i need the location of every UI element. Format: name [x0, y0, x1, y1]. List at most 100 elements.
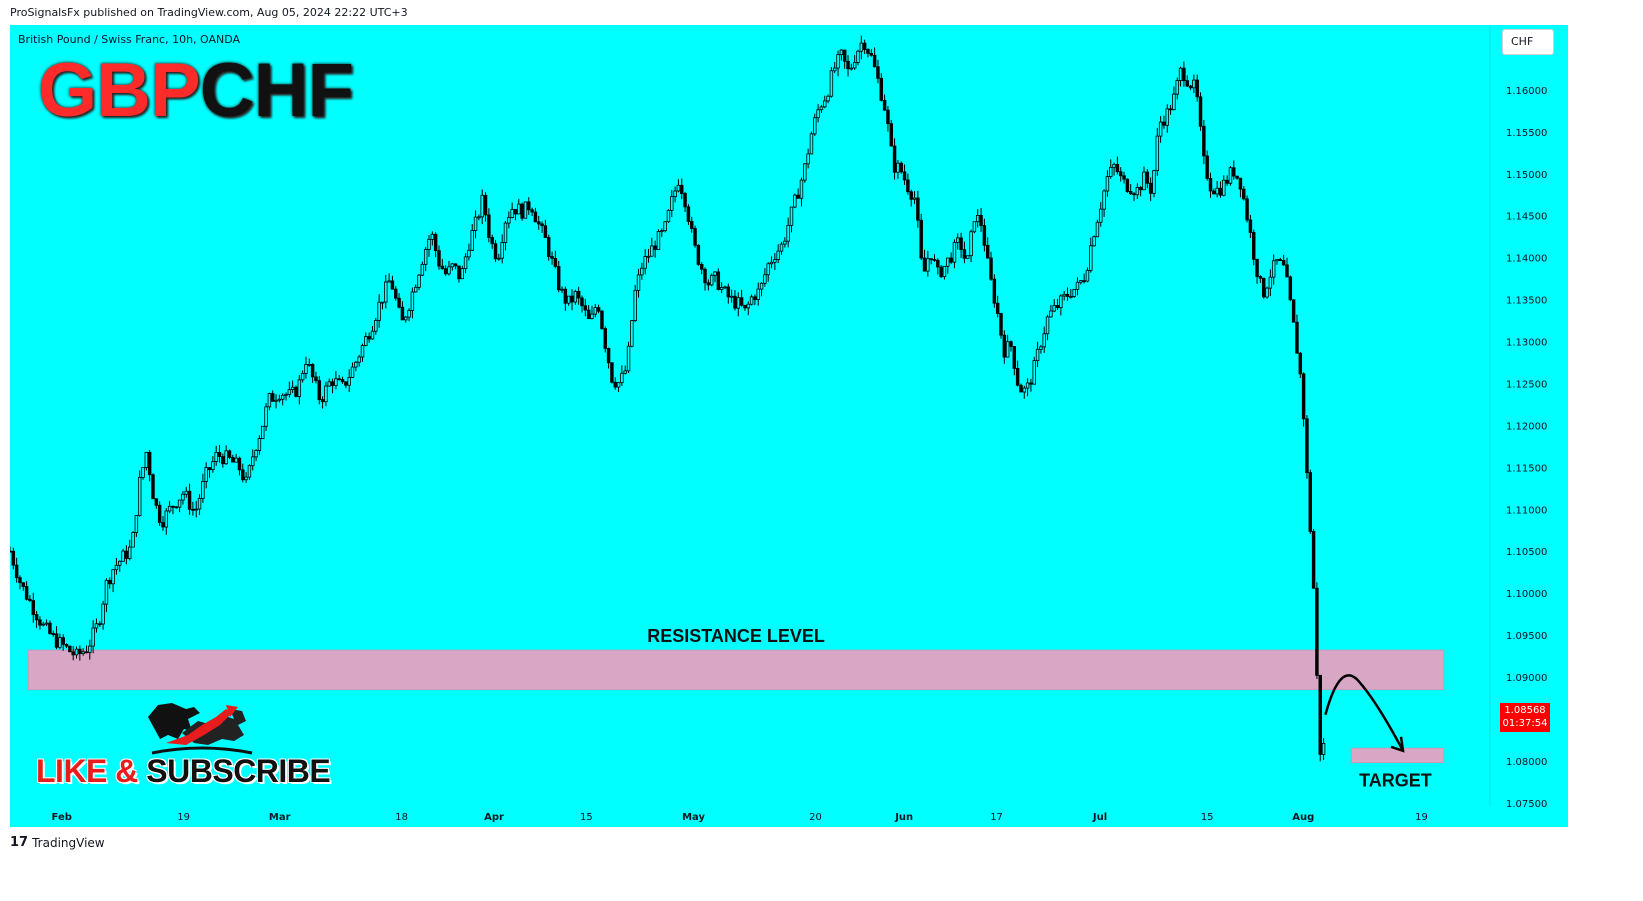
candle-body [796, 194, 800, 199]
candle-body [507, 217, 511, 224]
candle-body [523, 201, 528, 219]
candle-body [573, 291, 578, 303]
candle-body [1138, 187, 1143, 191]
candle-body [244, 476, 248, 481]
candle-body [194, 508, 198, 511]
candle-body [1298, 352, 1303, 375]
candle-body [586, 309, 591, 319]
candle-body [1202, 125, 1206, 157]
y-tick-label: 1.12000 [1506, 421, 1547, 432]
candle-body [756, 288, 760, 300]
candle-body [693, 228, 697, 246]
candle-body [862, 42, 867, 50]
candle-body [733, 295, 737, 309]
candle-body [580, 297, 584, 307]
candle-body [832, 67, 837, 72]
candle-body [264, 406, 268, 427]
candle-body [340, 379, 345, 383]
candle-body [64, 644, 69, 647]
candle-body [1261, 277, 1266, 298]
chart-area[interactable]: RESISTANCE LEVELTARGET1.165001.160001.15… [10, 25, 1568, 827]
candle-body [926, 258, 930, 272]
candle-body [1015, 368, 1020, 386]
candle-body [400, 306, 405, 321]
candle-body [1118, 171, 1123, 177]
candle-body [689, 221, 694, 229]
candle-body [1162, 121, 1166, 126]
candle-body [374, 320, 378, 332]
candle-body [892, 145, 897, 173]
candle-body [1182, 67, 1186, 82]
candle-body [300, 373, 305, 381]
candle-body [74, 648, 79, 656]
candle-body [699, 263, 704, 270]
candle-body [360, 345, 365, 358]
candle-body [114, 564, 119, 571]
candle-body [177, 499, 182, 508]
candle-body [1295, 321, 1299, 354]
candle-body [813, 117, 817, 135]
tradingview-logo-icon: 17 [10, 835, 29, 850]
candle-body [261, 425, 265, 439]
candle-body [1268, 276, 1273, 289]
candle-body [527, 201, 531, 211]
candle-body [1235, 175, 1239, 179]
candle-body [946, 257, 950, 267]
candle-body [793, 194, 797, 208]
candle-body [1288, 276, 1293, 301]
candle-body [766, 263, 770, 276]
candle-body [1205, 155, 1209, 179]
candle-body [214, 451, 218, 463]
candle-body [590, 313, 594, 319]
y-tick-label: 1.13500 [1506, 296, 1547, 307]
candle-body [34, 614, 39, 621]
candle-body [1085, 269, 1090, 282]
candle-body [726, 286, 731, 298]
candle-body [157, 504, 162, 523]
candle-body [746, 303, 750, 309]
candle-body [1192, 79, 1196, 89]
candle-body [906, 179, 910, 193]
projection-arrowhead [1390, 736, 1405, 753]
candle-body [1105, 176, 1110, 192]
candle-body [696, 244, 701, 265]
chart-svg[interactable]: RESISTANCE LEVELTARGET1.165001.160001.15… [10, 25, 1568, 827]
candle-body [231, 456, 235, 463]
publish-info: ProSignalsFx published on TradingView.co… [10, 6, 408, 19]
candle-body [394, 288, 398, 299]
candle-body [197, 497, 202, 510]
candle-body [191, 508, 195, 511]
candle-body [1082, 280, 1086, 283]
candle-body [576, 291, 581, 299]
candle-body [560, 288, 564, 291]
candle-body [1188, 85, 1193, 89]
candle-body [849, 67, 854, 70]
x-tick-label: 19 [177, 812, 190, 823]
candle-body [447, 266, 451, 275]
candle-body [1075, 281, 1080, 290]
candle-body [1215, 187, 1219, 195]
candle-body [440, 265, 445, 270]
candle-body [596, 307, 601, 312]
candle-body [1042, 333, 1046, 348]
candle-body [683, 193, 687, 208]
x-tick-label: 15 [1201, 812, 1214, 823]
candle-body [108, 579, 112, 585]
candle-body [14, 564, 19, 579]
candle-body [616, 382, 621, 388]
candle-body [836, 54, 840, 69]
candle-body [500, 242, 504, 259]
candle-body [956, 237, 960, 243]
candle-body [1002, 334, 1007, 358]
candle-body [1135, 187, 1140, 196]
footer-brand: TradingView [32, 835, 105, 850]
candle-body [1315, 587, 1319, 676]
currency-button[interactable]: CHF [1502, 29, 1554, 55]
subscribe-banner: LIKE & SUBSCRIBE [24, 693, 354, 793]
candle-body [344, 381, 348, 386]
x-tick-label: 18 [395, 812, 408, 823]
candle-body [936, 259, 940, 268]
candle-body [653, 245, 657, 250]
candle-body [1185, 80, 1189, 87]
candle-body [1291, 299, 1296, 323]
